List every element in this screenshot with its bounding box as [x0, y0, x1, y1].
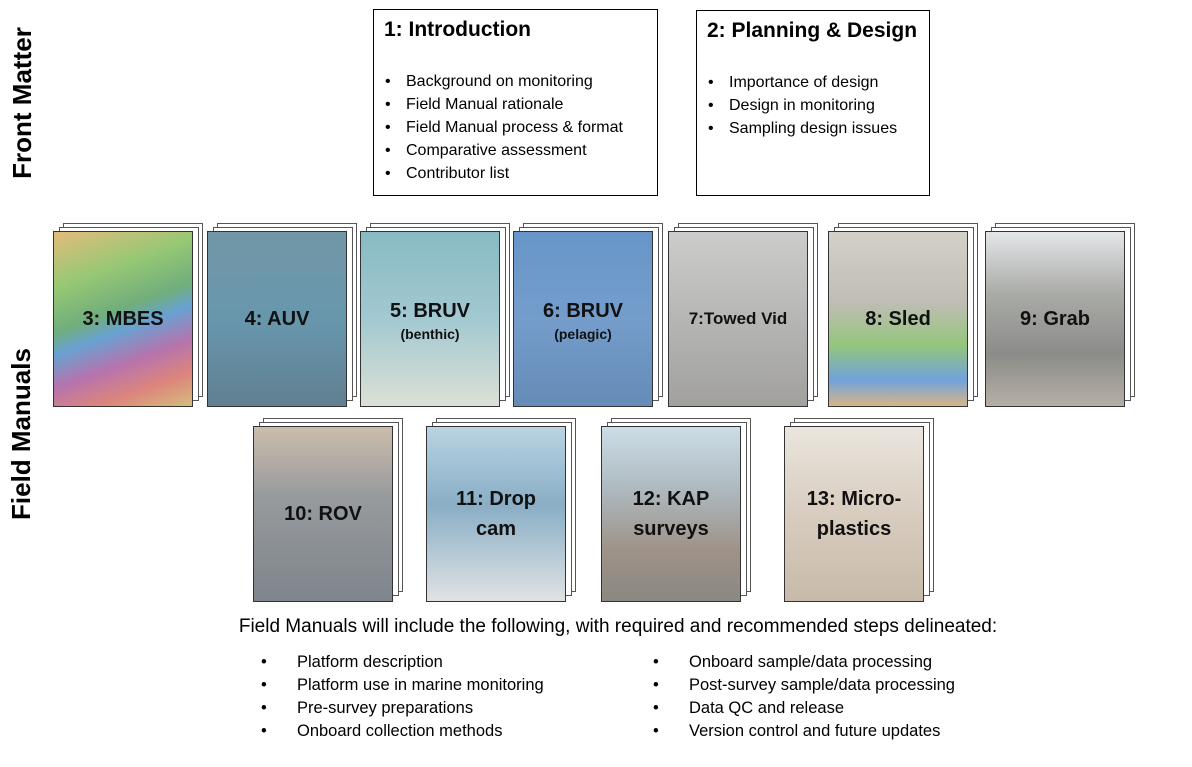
list-item: Background on monitoring: [385, 70, 647, 93]
list-item: Design in monitoring: [708, 94, 919, 117]
manual-title: 4: AUV: [244, 308, 310, 330]
includes-list-right: • Onboard sample/data processing • Post-su…: [653, 651, 955, 743]
manual-book-sled: 8: Sled: [828, 223, 978, 407]
list-item: Comparative assessment: [385, 139, 647, 162]
manual-book-mbes: 3: MBES: [53, 223, 203, 407]
introduction-title: 1: Introduction: [384, 18, 531, 41]
list-item: Field Manual process & format: [385, 116, 647, 139]
manual-book-bruv-benthic: 5: BRUV (benthic): [360, 223, 510, 407]
field-manuals-includes-title: Field Manuals will include the following…: [238, 616, 998, 637]
manual-book-rov: 10: ROV: [253, 418, 403, 602]
planning-design-list: Importance of design Design in monitorin…: [707, 71, 919, 140]
list-item: • Data QC and release: [653, 699, 845, 717]
list-item: • Version control and future updates: [653, 722, 941, 740]
manual-book-auv: 4: AUV: [207, 223, 357, 407]
cover-kap-surveys: 12: KAP surveys: [601, 426, 741, 602]
manual-title: 12: KAP surveys: [632, 488, 710, 540]
cover-grab: 9: Grab: [985, 231, 1125, 407]
manual-title: 13: Micro-plastics: [806, 488, 902, 540]
list-item: • Platform use in marine monitoring: [261, 676, 544, 694]
list-item: Sampling design issues: [708, 117, 919, 140]
introduction-box: 1: Introduction Background on monitoring…: [373, 9, 658, 196]
list-item: • Pre-survey preparations: [261, 699, 474, 717]
list-item: • Post-survey sample/data processing: [653, 676, 955, 694]
manual-book-kap-surveys: 12: KAP surveys: [601, 418, 751, 602]
list-item: Field Manual rationale: [385, 93, 647, 116]
list-item: • Onboard collection methods: [261, 722, 503, 740]
manual-title: 11: Drop cam: [455, 488, 537, 540]
manual-subtitle: (benthic): [400, 326, 460, 342]
cover-mbes: 3: MBES: [53, 231, 193, 407]
cover-micro-plastics: 13: Micro-plastics: [784, 426, 924, 602]
manual-book-grab: 9: Grab: [985, 223, 1135, 407]
manual-book-micro-plastics: 13: Micro-plastics: [784, 418, 934, 602]
manual-book-towed-video: 7:Towed Vid: [668, 223, 818, 407]
manual-title: 10: ROV: [284, 503, 362, 525]
planning-design-title: 2: Planning & Design: [707, 19, 918, 42]
cover-towed-video: 7:Towed Vid: [668, 231, 808, 407]
manual-title: 3: MBES: [82, 308, 164, 330]
manual-title: 9: Grab: [1019, 308, 1091, 330]
manual-title: 5: BRUV: [389, 300, 470, 322]
front-matter-label: Front Matter: [7, 27, 37, 179]
manual-title: 6: BRUV: [542, 300, 623, 322]
list-item: Importance of design: [708, 71, 919, 94]
list-item: • Platform description: [261, 653, 443, 671]
introduction-list: Background on monitoring Field Manual ra…: [384, 70, 647, 185]
includes-list-left: • Platform description • Platform use in m…: [261, 651, 544, 743]
cover-bruv-benthic: 5: BRUV (benthic): [360, 231, 500, 407]
cover-auv: 4: AUV: [207, 231, 347, 407]
manual-book-drop-cam: 11: Drop cam: [426, 418, 576, 602]
manual-title: 8: Sled: [865, 308, 931, 330]
cover-sled: 8: Sled: [828, 231, 968, 407]
field-manuals-label: Field Manuals: [6, 348, 36, 520]
manual-title: 7:Towed Vid: [688, 309, 788, 328]
cover-drop-cam: 11: Drop cam: [426, 426, 566, 602]
planning-design-box: 2: Planning & Design Importance of desig…: [696, 10, 930, 196]
cover-bruv-pelagic: 6: BRUV (pelagic): [513, 231, 653, 407]
list-item: Contributor list: [385, 162, 647, 185]
list-item: • Onboard sample/data processing: [653, 653, 933, 671]
manual-book-bruv-pelagic: 6: BRUV (pelagic): [513, 223, 663, 407]
manual-subtitle: (pelagic): [554, 326, 612, 342]
cover-rov: 10: ROV: [253, 426, 393, 602]
